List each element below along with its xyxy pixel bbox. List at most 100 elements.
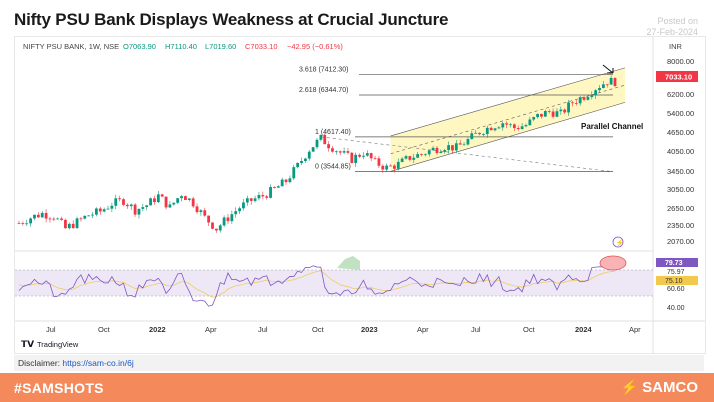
- rsi-signal-label: 75.10: [665, 278, 683, 285]
- candle-body: [230, 214, 234, 222]
- candle-body: [412, 157, 416, 160]
- chart-panel[interactable]: NIFTY PSU BANK, 1W, NSE O7063.90 H7110.4…: [14, 36, 706, 354]
- candle-body: [253, 198, 257, 201]
- candle-body: [214, 228, 218, 231]
- candle-body: [346, 151, 350, 153]
- candle-body: [497, 127, 501, 129]
- x-tick-apr-22: Apr: [205, 325, 217, 334]
- lightning-icon[interactable]: [612, 236, 624, 248]
- candle-body: [315, 139, 319, 148]
- y-tick-3050: 3050.00: [667, 185, 694, 194]
- candle-body: [245, 198, 249, 203]
- candle-body: [389, 165, 392, 167]
- candle-body: [102, 209, 106, 212]
- candle-body: [118, 198, 122, 200]
- candle-body: [447, 145, 450, 151]
- candle-body: [87, 215, 91, 217]
- rsi-band: [15, 270, 653, 296]
- candle-body: [176, 198, 180, 203]
- candle-body: [547, 110, 551, 112]
- candle-body: [520, 126, 524, 130]
- footer-banner: #SAMSHOTS ⚡ SAMCO: [0, 373, 714, 402]
- candle-body: [141, 207, 145, 209]
- candle-body: [334, 151, 338, 153]
- candle-body: [485, 127, 489, 135]
- candles: [17, 75, 617, 233]
- candle-body: [439, 151, 443, 153]
- hashtag-label: #SAMSHOTS: [14, 380, 104, 396]
- y-tick-3450: 3450.00: [667, 167, 694, 176]
- candle-body: [613, 77, 617, 86]
- candle-body: [234, 211, 238, 215]
- candle-body: [242, 202, 245, 209]
- candle-body: [462, 144, 466, 146]
- candle-body: [149, 198, 152, 206]
- candle-body: [451, 145, 454, 151]
- x-tick-2022: 2022: [149, 325, 166, 334]
- x-tick-2024: 2024: [575, 325, 593, 334]
- candle-body: [385, 165, 389, 170]
- candle-body: [443, 150, 447, 152]
- candle-body: [207, 215, 211, 223]
- y-tick-4050: 4050.00: [667, 147, 694, 156]
- candle-body: [594, 90, 598, 96]
- rsi-signal-line: [18, 270, 616, 298]
- candle-body: [276, 186, 280, 188]
- candle-body: [323, 134, 327, 145]
- candle-body: [238, 208, 241, 212]
- candle-body: [106, 208, 110, 210]
- y-tick-2650: 2650.00: [667, 204, 694, 213]
- candle-body: [17, 223, 21, 224]
- candle-body: [60, 218, 63, 220]
- candle-body: [454, 143, 458, 151]
- candle-body: [536, 113, 539, 118]
- y-tick-2070: 2070.00: [667, 237, 694, 246]
- candle-body: [218, 225, 222, 231]
- x-tick-oct-23: Oct: [523, 325, 536, 334]
- fib-label-0: 0 (3544.85): [315, 164, 351, 171]
- candle-body: [509, 124, 512, 126]
- page-title: Nifty PSU Bank Displays Weakness at Cruc…: [14, 10, 449, 29]
- candle-body: [362, 155, 365, 157]
- x-tick-apr-23: Apr: [417, 325, 429, 334]
- candle-body: [393, 165, 396, 169]
- rsi-signal-badge: [656, 276, 698, 285]
- candle-body: [598, 88, 601, 91]
- disclaimer-link[interactable]: https://sam-co.in/6j: [62, 358, 134, 368]
- candle-body: [342, 151, 346, 153]
- candle-body: [187, 198, 191, 200]
- candle-body: [574, 103, 578, 104]
- y-tick-2350: 2350.00: [667, 221, 694, 230]
- candle-body: [358, 154, 361, 157]
- ohlc-low: L7019.60: [205, 42, 236, 51]
- candle-body: [153, 198, 156, 203]
- candle-body: [25, 223, 29, 225]
- ohlc-change: −42.95 (−0.61%): [287, 42, 343, 51]
- price-chart[interactable]: NIFTY PSU BANK, 1W, NSE O7063.90 H7110.4…: [15, 37, 705, 353]
- candle-body: [431, 147, 435, 151]
- candle-body: [95, 208, 98, 215]
- fib-label-2618: 2.618 (6344.70): [299, 87, 348, 94]
- currency-label: INR: [669, 42, 683, 51]
- candle-body: [474, 132, 478, 134]
- symbol-info: NIFTY PSU BANK, 1W, NSE: [23, 42, 119, 51]
- candle-body: [555, 111, 559, 117]
- candle-body: [172, 202, 176, 205]
- candle-body: [191, 198, 195, 207]
- candle-body: [331, 148, 334, 152]
- candle-body: [578, 97, 582, 104]
- posted-label: Posted on: [657, 16, 698, 26]
- samco-logo-icon: ⚡: [620, 379, 639, 395]
- candle-body: [512, 124, 516, 129]
- rsi-tick-6060: 60.60: [667, 286, 685, 293]
- candle-body: [40, 212, 44, 218]
- candle-body: [365, 153, 369, 156]
- y-tick-5400: 5400.00: [667, 109, 694, 118]
- candle-body: [524, 125, 528, 127]
- ohlc-close: C7033.10: [245, 42, 278, 51]
- candle-body: [211, 222, 214, 229]
- candle-body: [48, 218, 52, 220]
- y-tick-8000: 8000.00: [667, 57, 694, 66]
- candle-body: [540, 113, 543, 117]
- candle-body: [303, 158, 307, 161]
